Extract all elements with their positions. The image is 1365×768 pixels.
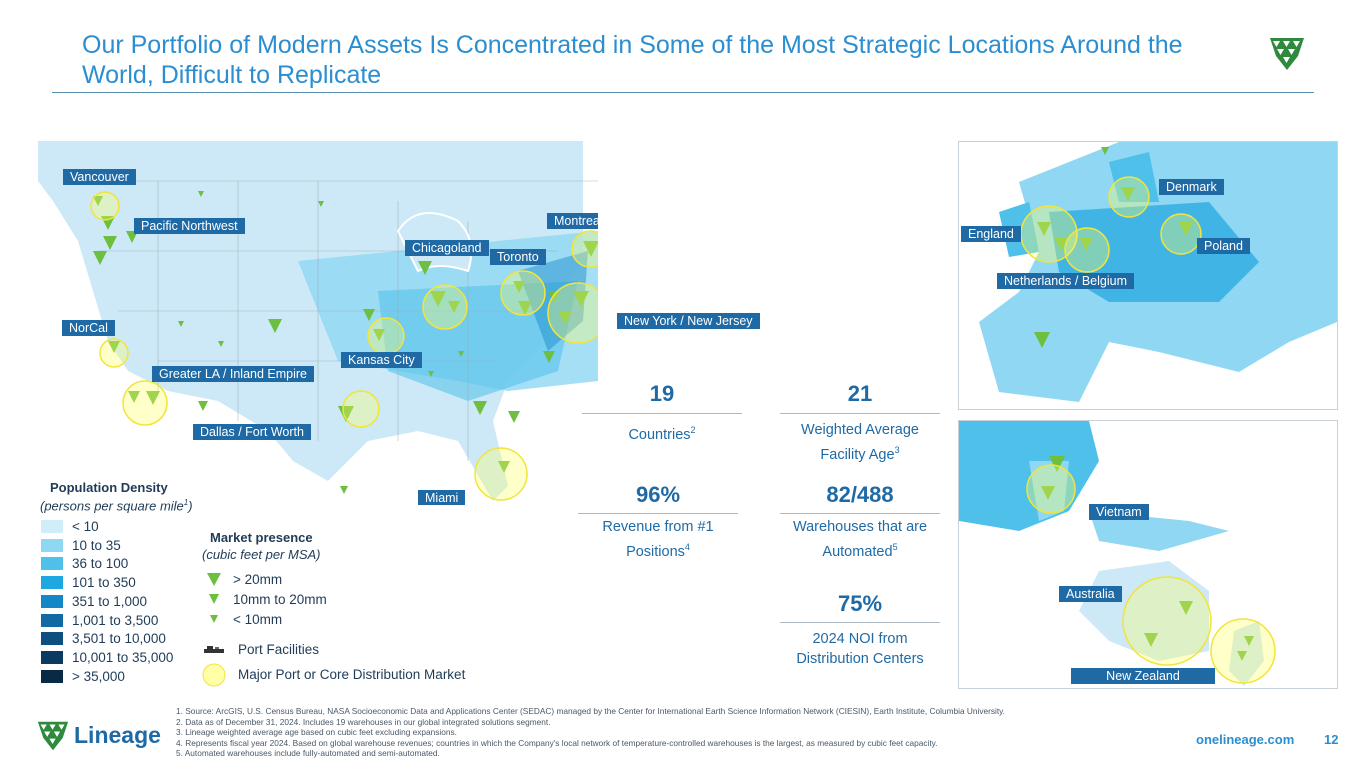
density-swatch — [41, 613, 63, 627]
footnotes: 1. Source: ArcGIS, U.S. Census Bureau, N… — [176, 706, 1005, 759]
stat-noi-label: 2024 NOI from Distribution Centers — [796, 631, 924, 667]
stat-facility-age-value: 21 — [847, 381, 873, 406]
label-australia: Australia — [1059, 586, 1122, 602]
density-label: 10 to 35 — [72, 537, 121, 553]
stat-divider — [582, 413, 742, 414]
footnote-3: 3. Lineage weighted average age based on… — [176, 727, 457, 738]
density-label: > 35,000 — [72, 668, 125, 684]
label-vancouver: Vancouver — [63, 169, 136, 185]
label-vietnam: Vietnam — [1089, 504, 1149, 520]
label-chicagoland: Chicagoland — [405, 240, 489, 256]
footnote-5: 5. Automated warehouses include fully-au… — [176, 748, 440, 759]
us-map: Vancouver Pacific Northwest NorCal Great… — [38, 141, 598, 505]
page-title: Our Portfolio of Modern Assets Is Concen… — [82, 31, 1183, 89]
stat-revenue-value: 96% — [635, 482, 681, 507]
market-medium-label: 10mm to 20mm — [233, 592, 327, 607]
port-facility-icon — [204, 646, 224, 653]
footnote-4: 4. Represents fiscal year 2024. Based on… — [176, 737, 938, 748]
website-link[interactable]: onelineage.com — [1196, 732, 1295, 747]
population-legend-title: Population Density — [50, 480, 168, 495]
population-legend-subtitle: (persons per square mile1) — [40, 498, 193, 514]
market-medium-icon — [209, 594, 219, 604]
stat-revenue-label: Revenue from #1 Positions4 — [602, 519, 714, 560]
label-england: England — [961, 226, 1021, 242]
footnote-2: 2. Data as of December 31, 2024. Include… — [176, 716, 551, 727]
title-divider — [52, 92, 1314, 93]
page-number: 12 — [1324, 732, 1339, 747]
stat-automated-label: Warehouses that are Automated5 — [792, 519, 928, 560]
market-small-icon — [210, 615, 218, 623]
stat-automated-value: 82/488 — [826, 482, 894, 507]
stat-divider — [578, 513, 738, 514]
label-norcal: NorCal — [62, 320, 115, 336]
brand-wordmark: Lineage — [74, 722, 161, 748]
market-small-label: < 10mm — [233, 612, 283, 627]
label-poland: Poland — [1197, 238, 1250, 254]
port-facilities-label: Port Facilities — [238, 642, 320, 657]
market-legend-subtitle: (cubic feet per MSA) — [202, 547, 321, 562]
density-label: 101 to 350 — [72, 575, 136, 591]
label-montreal: Montreal — [547, 213, 598, 229]
europe-map: England Denmark Poland Netherlands / Bel… — [958, 141, 1338, 410]
label-pacific-northwest: Pacific Northwest — [134, 218, 245, 234]
density-label: < 10 — [72, 519, 99, 534]
density-label: 10,001 to 35,000 — [72, 649, 174, 665]
stat-facility-age-label: Weighted Average Facility Age3 — [801, 422, 919, 463]
density-swatch — [41, 669, 63, 683]
density-label: 1,001 to 3,500 — [72, 612, 159, 628]
market-large-icon — [207, 573, 221, 586]
label-new-zealand: New Zealand — [1071, 668, 1215, 684]
lineage-logo-icon — [37, 721, 69, 751]
label-netherlands-belgium: Netherlands / Belgium — [997, 273, 1134, 289]
market-legend-title: Market presence — [210, 530, 313, 545]
density-label: 3,501 to 10,000 — [72, 631, 166, 647]
lineage-shield-icon — [1270, 38, 1304, 70]
label-greater-la: Greater LA / Inland Empire — [152, 366, 314, 382]
density-label: 36 to 100 — [72, 556, 129, 572]
stat-noi-value: 75% — [837, 591, 883, 616]
density-label: 351 to 1,000 — [72, 593, 148, 609]
density-swatch — [41, 538, 63, 552]
density-swatch — [41, 650, 63, 664]
footnote-1: 1. Source: ArcGIS, U.S. Census Bureau, N… — [176, 706, 1005, 716]
major-market-label: Major Port or Core Distribution Market — [238, 667, 466, 682]
stat-divider — [780, 622, 940, 623]
stat-divider — [780, 413, 940, 414]
density-swatch — [41, 576, 63, 590]
label-miami: Miami — [418, 490, 466, 505]
label-toronto: Toronto — [490, 249, 546, 265]
stat-countries-label: Countries2 — [628, 425, 696, 443]
label-dallas-fort-worth: Dallas / Fort Worth — [193, 424, 311, 440]
stat-countries-value: 19 — [649, 381, 675, 406]
density-swatch — [41, 594, 63, 608]
market-large-label: > 20mm — [233, 572, 283, 587]
density-swatch — [41, 557, 63, 571]
density-swatch — [41, 632, 63, 646]
label-denmark: Denmark — [1159, 179, 1224, 195]
stat-divider — [780, 513, 940, 514]
apac-map: Vietnam Australia New Zealand — [958, 420, 1338, 689]
label-kansas-city: Kansas City — [341, 352, 422, 368]
density-swatch — [41, 520, 63, 533]
label-new-york-new-jersey-outer: New York / New Jersey — [617, 313, 760, 329]
major-market-icon — [202, 663, 226, 687]
